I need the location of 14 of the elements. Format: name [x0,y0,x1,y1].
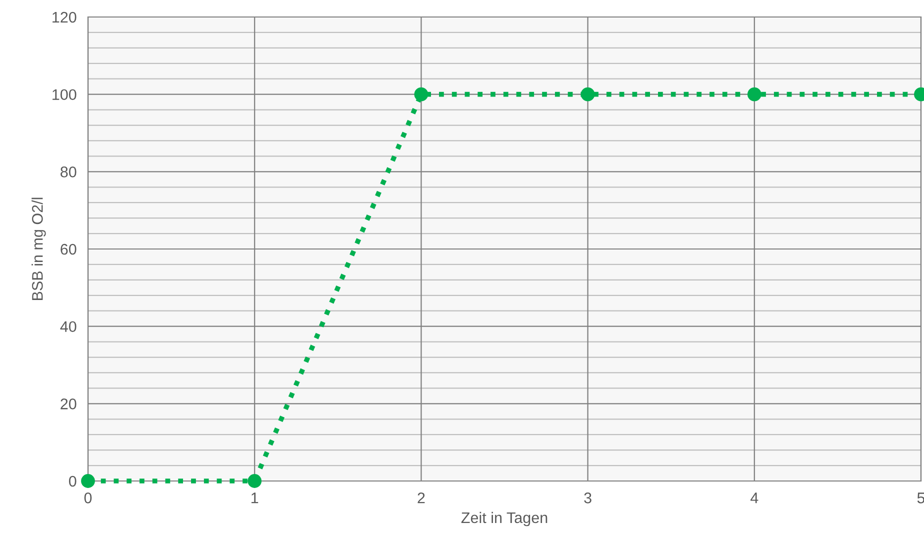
x-tick-label: 3 [584,492,592,504]
x-tick-label: 4 [750,492,758,504]
y-tick-label: 100 [52,89,76,100]
y-axis-title: BSB in mg O2/l [32,198,46,300]
y-tick-label: 80 [60,166,76,178]
x-tick-label: 2 [418,492,425,504]
y-tick-label: 60 [60,244,76,255]
y-tick-label: 0 [68,476,76,487]
x-axis-title: Zeit in Tagen [461,512,548,526]
y-tick-label: 120 [52,12,76,23]
y-tick-label: 20 [60,398,76,410]
y-tick-label: 40 [60,321,76,332]
x-tick-label: 1 [252,492,258,504]
x-tick-label: 0 [84,492,92,504]
